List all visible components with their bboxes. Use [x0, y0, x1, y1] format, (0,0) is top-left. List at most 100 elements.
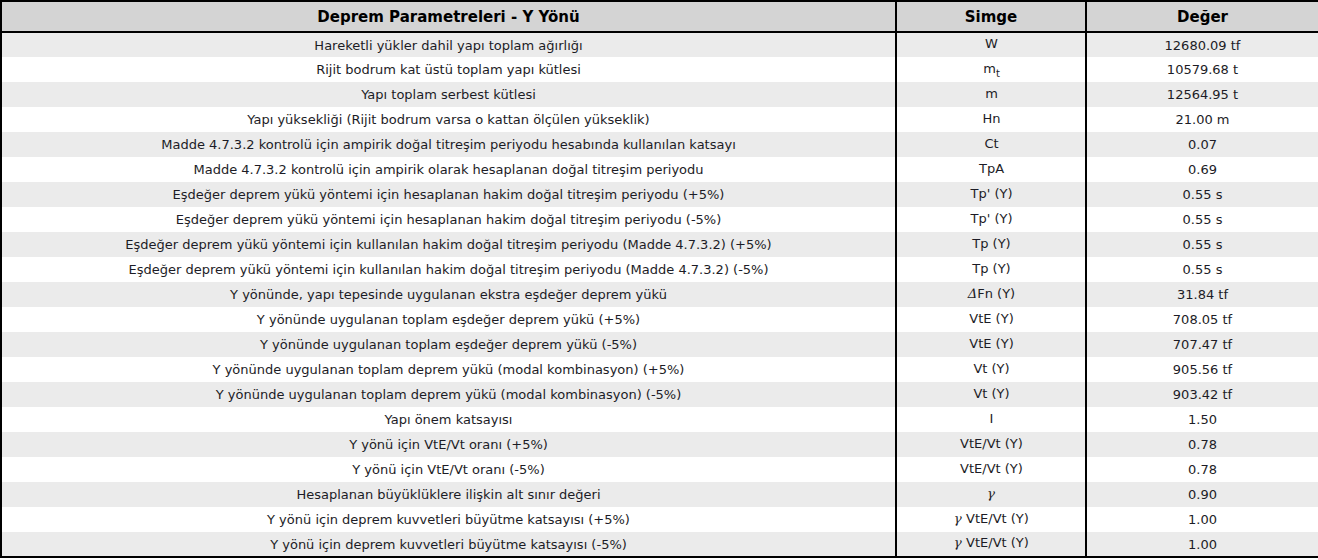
symbol-text: Tp (Y) [972, 261, 1010, 276]
row-value: 31.84 tf [1086, 282, 1318, 307]
table-row: Y yönünde uygulanan toplam eşdeğer depre… [1, 332, 1318, 357]
symbol-text: VtE/Vt (Y) [960, 461, 1023, 476]
row-symbol: m [896, 82, 1086, 107]
symbol-text: VtE/Vt (Y) [960, 436, 1023, 451]
symbol-text: m [983, 61, 996, 76]
row-symbol: VtE/Vt (Y) [896, 457, 1086, 482]
row-label: Madde 4.7.3.2 kontrolü için ampirik olar… [1, 157, 896, 182]
table-row: Hesaplanan büyüklüklere ilişkin alt sını… [1, 482, 1318, 507]
row-label: Y yönü için VtE/Vt oranı (-5%) [1, 457, 896, 482]
symbol-sub: t [996, 67, 1000, 78]
row-value: 10579.68 t [1086, 57, 1318, 82]
row-label: Y yönünde uygulanan toplam eşdeğer depre… [1, 307, 896, 332]
table-row: Eşdeğer deprem yükü yöntemi için kullanı… [1, 257, 1318, 282]
table-body: Hareketli yükler dahil yapı toplam ağırl… [1, 32, 1318, 557]
table-row: Y yönünde uygulanan toplam eşdeğer depre… [1, 307, 1318, 332]
symbol-text: Vt (Y) [973, 361, 1009, 376]
table-title: Deprem Parametreleri - Y Yönü [1, 1, 896, 32]
row-symbol: Tp (Y) [896, 257, 1086, 282]
row-label: Hareketli yükler dahil yapı toplam ağırl… [1, 32, 896, 57]
table-row: Hareketli yükler dahil yapı toplam ağırl… [1, 32, 1318, 57]
row-symbol: VtE (Y) [896, 332, 1086, 357]
row-label: Rijit bodrum kat üstü toplam yapı kütles… [1, 57, 896, 82]
row-symbol: Hn [896, 107, 1086, 132]
symbol-text: TpA [979, 161, 1004, 176]
symbol-text: W [985, 36, 998, 51]
table-row: Yapı yüksekliği (Rijit bodrum varsa o ka… [1, 107, 1318, 132]
row-label: Y yönünde uygulanan toplam deprem yükü (… [1, 382, 896, 407]
row-value: 12680.09 tf [1086, 32, 1318, 57]
row-value: 21.00 m [1086, 107, 1318, 132]
table-row: Y yönü için VtE/Vt oranı (+5%) VtE/Vt (Y… [1, 432, 1318, 457]
row-value: 12564.95 t [1086, 82, 1318, 107]
row-label: Eşdeğer deprem yükü yöntemi için kullanı… [1, 257, 896, 282]
table-row: Madde 4.7.3.2 kontrolü için ampirik doğa… [1, 132, 1318, 157]
row-value: 0.69 [1086, 157, 1318, 182]
table-row: Madde 4.7.3.2 kontrolü için ampirik olar… [1, 157, 1318, 182]
symbol-text: m [985, 86, 998, 101]
row-value: 0.55 s [1086, 207, 1318, 232]
row-symbol: W [896, 32, 1086, 57]
table-header: Deprem Parametreleri - Y Yönü Simge Değe… [1, 1, 1318, 32]
table-row: Eşdeğer deprem yükü yöntemi için kullanı… [1, 232, 1318, 257]
row-label: Y yönü için deprem kuvvetleri büyütme ka… [1, 532, 896, 557]
row-value: 905.56 tf [1086, 357, 1318, 382]
symbol-prefix: Δ [967, 286, 976, 301]
row-value: 707.47 tf [1086, 332, 1318, 357]
row-symbol: γ VtE/Vt (Y) [896, 532, 1086, 557]
row-symbol: mt [896, 57, 1086, 82]
row-symbol: Vt (Y) [896, 382, 1086, 407]
row-symbol: Tp' (Y) [896, 182, 1086, 207]
row-symbol: γ [896, 482, 1086, 507]
symbol-text: Vt (Y) [973, 386, 1009, 401]
row-value: 0.78 [1086, 432, 1318, 457]
table-row: Yapı toplam serbest kütlesi m 12564.95 t [1, 82, 1318, 107]
row-value: 1.50 [1086, 407, 1318, 432]
row-value: 1.00 [1086, 532, 1318, 557]
row-label: Eşdeğer deprem yükü yöntemi için kullanı… [1, 232, 896, 257]
symbol-prefix: γ [953, 511, 961, 526]
symbol-text: Tp (Y) [972, 236, 1010, 251]
row-label: Yapı önem katsayısı [1, 407, 896, 432]
table-row: Y yönü için deprem kuvvetleri büyütme ka… [1, 507, 1318, 532]
table-row: Rijit bodrum kat üstü toplam yapı kütles… [1, 57, 1318, 82]
symbol-text: Fn (Y) [977, 286, 1015, 301]
symbol-prefix: γ [953, 535, 961, 550]
table-row: Eşdeğer deprem yükü yöntemi için hesapla… [1, 207, 1318, 232]
row-label: Eşdeğer deprem yükü yöntemi için hesapla… [1, 207, 896, 232]
row-symbol: VtE/Vt (Y) [896, 432, 1086, 457]
table-row: Yapı önem katsayısı I 1.50 [1, 407, 1318, 432]
row-symbol: Ct [896, 132, 1086, 157]
row-label: Y yönünde uygulanan toplam deprem yükü (… [1, 357, 896, 382]
row-value: 1.00 [1086, 507, 1318, 532]
earthquake-parameters-table: Deprem Parametreleri - Y Yönü Simge Değe… [0, 0, 1318, 558]
symbol-text: VtE (Y) [969, 311, 1013, 326]
row-value: 0.90 [1086, 482, 1318, 507]
symbol-text: Ct [984, 136, 998, 151]
row-value: 903.42 tf [1086, 382, 1318, 407]
row-label: Madde 4.7.3.2 kontrolü için ampirik doğa… [1, 132, 896, 157]
row-symbol: Vt (Y) [896, 357, 1086, 382]
column-header-value: Değer [1086, 1, 1318, 32]
row-value: 0.78 [1086, 457, 1318, 482]
symbol-text: Hn [982, 111, 1000, 126]
row-symbol: Tp (Y) [896, 232, 1086, 257]
row-symbol: γ VtE/Vt (Y) [896, 507, 1086, 532]
table-row: Y yönü için deprem kuvvetleri büyütme ka… [1, 532, 1318, 557]
table-row: Y yönünde uygulanan toplam deprem yükü (… [1, 382, 1318, 407]
row-symbol: VtE (Y) [896, 307, 1086, 332]
row-symbol: I [896, 407, 1086, 432]
row-value: 708.05 tf [1086, 307, 1318, 332]
row-label: Y yönü için deprem kuvvetleri büyütme ka… [1, 507, 896, 532]
symbol-prefix: γ [987, 486, 995, 501]
row-label: Y yönü için VtE/Vt oranı (+5%) [1, 432, 896, 457]
table-row: Y yönünde uygulanan toplam deprem yükü (… [1, 357, 1318, 382]
table-row: Eşdeğer deprem yükü yöntemi için hesapla… [1, 182, 1318, 207]
symbol-text: VtE/Vt (Y) [962, 535, 1029, 550]
row-symbol: Tp' (Y) [896, 207, 1086, 232]
row-label: Eşdeğer deprem yükü yöntemi için hesapla… [1, 182, 896, 207]
symbol-text: Tp' (Y) [971, 211, 1013, 226]
symbol-text: VtE/Vt (Y) [962, 511, 1029, 526]
symbol-text: VtE (Y) [969, 336, 1013, 351]
row-value: 0.55 s [1086, 182, 1318, 207]
